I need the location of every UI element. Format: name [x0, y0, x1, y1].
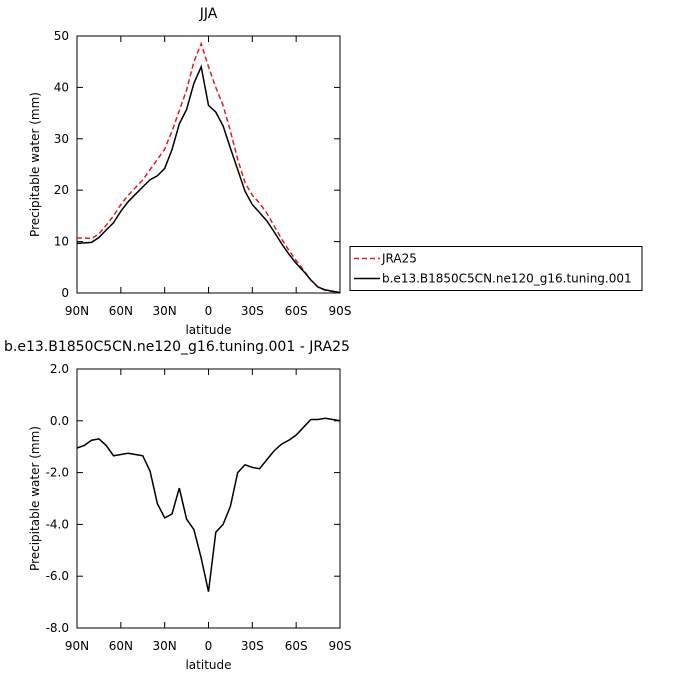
legend-label: JRA25 [381, 252, 417, 266]
x-tick-label: 90N [65, 304, 89, 318]
chart-title: b.e13.B1850C5CN.ne120_g16.tuning.001 - J… [4, 339, 350, 355]
x-tick-label: 30N [153, 639, 177, 653]
legend-label: b.e13.B1850C5CN.ne120_g16.tuning.001 [382, 272, 632, 286]
y-tick-label: -8.0 [46, 621, 69, 635]
y-tick-label: 10 [54, 235, 69, 249]
y-tick-label: 40 [54, 80, 69, 94]
y-tick-label: 0 [61, 286, 69, 300]
y-tick-label: -2.0 [46, 466, 69, 480]
x-tick-label: 30S [241, 639, 264, 653]
x-tick-label: 90S [329, 304, 352, 318]
x-tick-label: 30N [153, 304, 177, 318]
x-tick-label: 60S [285, 304, 308, 318]
data-line [76, 64, 341, 294]
y-tick-label: 20 [54, 183, 69, 197]
data-line [76, 417, 341, 592]
x-tick-label: 0 [205, 304, 213, 318]
plot-frame [76, 35, 341, 294]
y-axis-label: Precipitable water (mm) [28, 426, 42, 571]
x-tick-label: 90N [65, 639, 89, 653]
y-tick-label: 30 [54, 132, 69, 146]
x-tick-label: 30S [241, 304, 264, 318]
chart-title: JJA [199, 6, 218, 22]
y-tick-label: 50 [54, 29, 69, 43]
data-line [77, 41, 341, 294]
y-tick-label: -4.0 [46, 517, 69, 531]
x-tick-label: 90S [329, 639, 352, 653]
y-tick-label: 2.0 [50, 362, 69, 376]
x-axis-label: latitude [185, 323, 231, 337]
x-axis-label: latitude [185, 658, 231, 672]
y-axis-label: Precipitable water (mm) [28, 92, 42, 237]
x-tick-label: 60N [109, 639, 133, 653]
y-tick-label: -6.0 [46, 569, 69, 583]
y-tick-label: 0.0 [50, 414, 69, 428]
x-tick-label: 0 [205, 639, 213, 653]
x-tick-label: 60N [109, 304, 133, 318]
legend-frame [349, 246, 643, 291]
x-tick-label: 60S [285, 639, 308, 653]
